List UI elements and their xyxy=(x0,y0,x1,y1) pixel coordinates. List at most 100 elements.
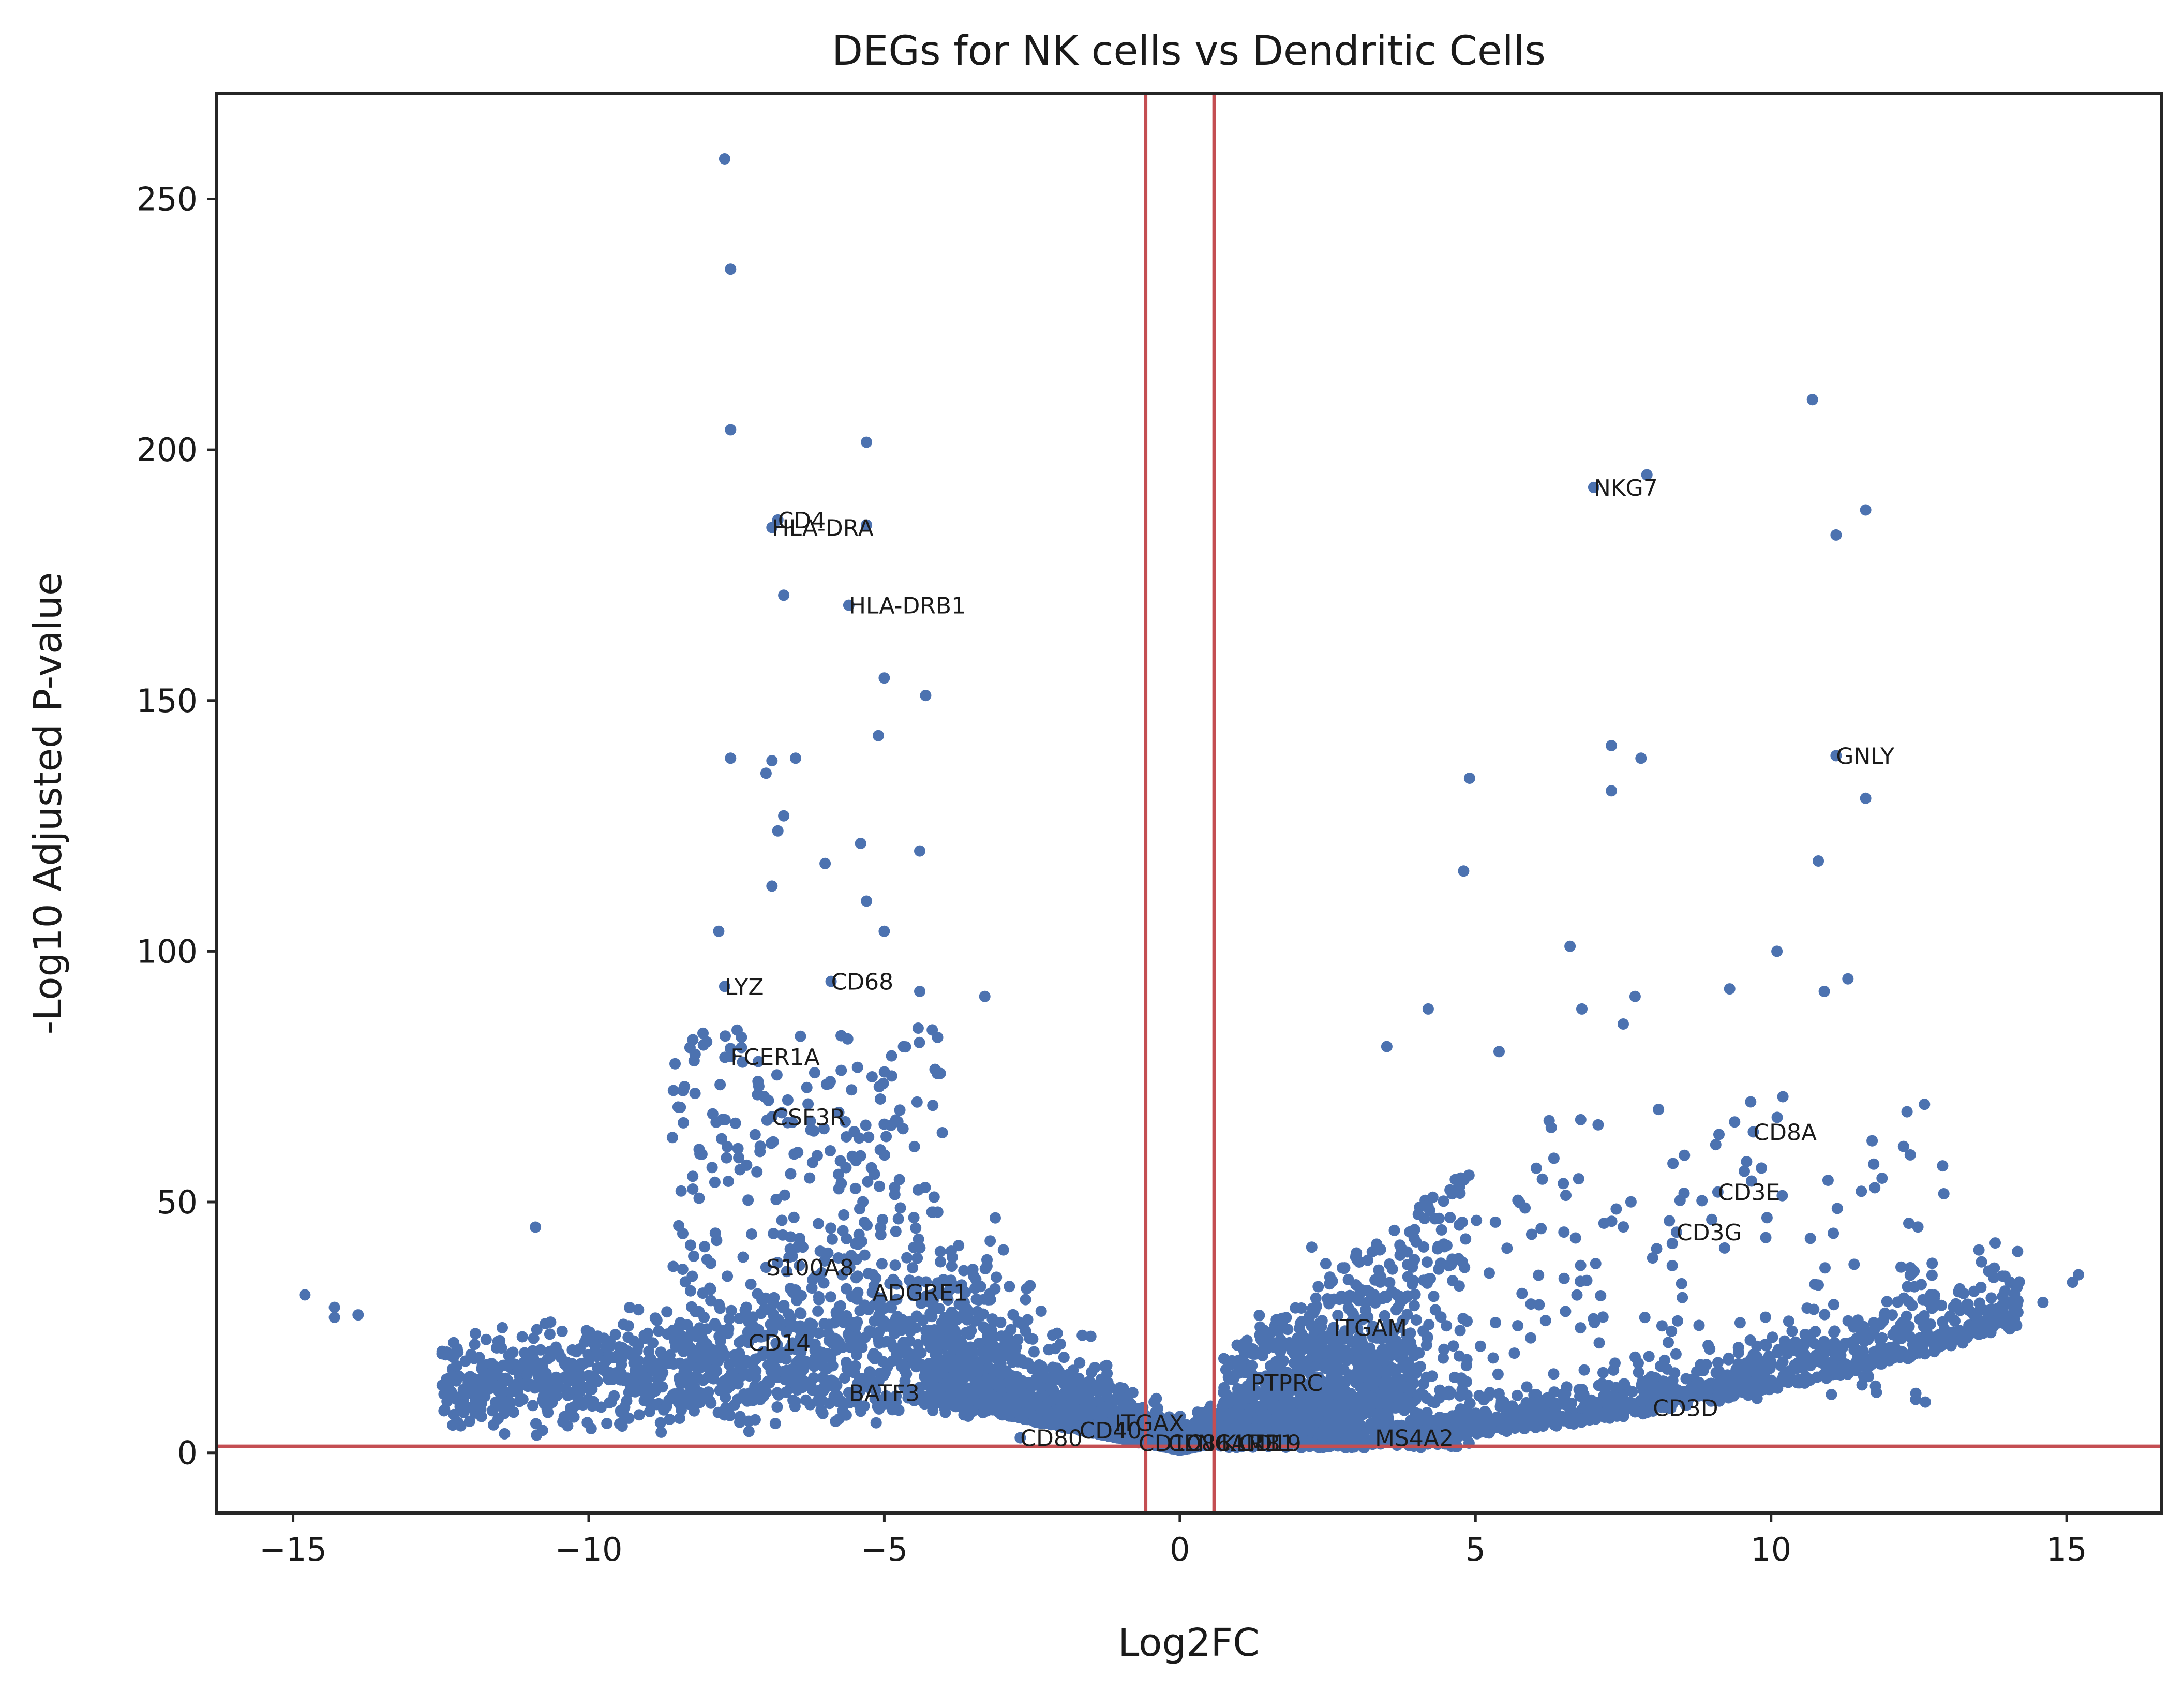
data-point xyxy=(806,1318,818,1330)
data-point xyxy=(1569,1412,1581,1423)
data-point xyxy=(544,1328,556,1340)
data-point xyxy=(846,1084,858,1096)
data-point xyxy=(615,1368,627,1380)
data-point xyxy=(734,1416,745,1428)
data-point xyxy=(528,1332,540,1344)
data-point xyxy=(491,1342,503,1354)
data-point xyxy=(926,1206,938,1218)
data-point xyxy=(772,1314,784,1326)
data-point xyxy=(1022,1377,1034,1389)
data-point xyxy=(608,1390,620,1402)
data-point xyxy=(1945,1330,1957,1342)
data-point xyxy=(732,1393,743,1405)
data-point xyxy=(897,1123,909,1135)
data-point xyxy=(812,1396,824,1407)
data-point xyxy=(1629,1406,1641,1418)
data-point xyxy=(1786,1325,1798,1337)
data-point xyxy=(886,1050,897,1062)
data-point xyxy=(480,1333,492,1345)
data-point xyxy=(1320,1258,1332,1270)
data-point xyxy=(1921,1328,1933,1340)
data-point xyxy=(469,1395,481,1406)
data-point xyxy=(983,1347,995,1359)
data-point xyxy=(890,1114,902,1126)
data-point xyxy=(959,1309,971,1321)
data-point xyxy=(828,1376,840,1388)
data-point xyxy=(912,1339,924,1351)
data-point xyxy=(698,1311,710,1323)
data-point xyxy=(666,1132,678,1144)
data-point xyxy=(934,1361,945,1373)
data-point xyxy=(729,1117,741,1129)
data-point xyxy=(879,1149,890,1161)
data-point xyxy=(838,1209,850,1221)
data-point xyxy=(586,1383,598,1395)
data-point xyxy=(853,1334,865,1346)
data-point xyxy=(459,1355,471,1367)
data-point xyxy=(849,1182,861,1194)
data-point xyxy=(448,1408,460,1420)
data-point xyxy=(1848,1337,1860,1349)
data-point xyxy=(1998,1314,2010,1326)
data-point xyxy=(983,1362,995,1374)
data-point xyxy=(470,1328,481,1340)
data-point xyxy=(880,1131,892,1143)
data-point xyxy=(469,1339,481,1351)
data-point xyxy=(705,1257,716,1269)
data-point xyxy=(674,1391,686,1403)
data-point xyxy=(825,1076,836,1088)
data-point xyxy=(1783,1315,1794,1327)
data-point xyxy=(801,1081,813,1093)
data-point xyxy=(831,1396,843,1407)
data-point xyxy=(924,1369,936,1381)
data-point xyxy=(997,1244,1009,1256)
data-point xyxy=(1085,1330,1097,1342)
data-point xyxy=(912,1022,924,1034)
data-point xyxy=(912,1184,924,1196)
data-point xyxy=(498,1396,510,1407)
data-point xyxy=(1148,1396,1160,1408)
data-point xyxy=(672,1101,684,1113)
data-point xyxy=(873,1081,885,1093)
data-point xyxy=(1408,1300,1420,1312)
data-point xyxy=(935,1256,947,1268)
data-point xyxy=(1067,1364,1079,1376)
data-point xyxy=(714,1384,726,1396)
data-point xyxy=(1101,1368,1113,1380)
data-point xyxy=(1017,1396,1029,1408)
data-point xyxy=(833,1301,845,1312)
data-point xyxy=(687,1170,699,1182)
data-point xyxy=(721,1152,732,1164)
data-point xyxy=(1192,1406,1203,1418)
data-point xyxy=(562,1389,574,1401)
data-point xyxy=(841,1283,852,1295)
data-point xyxy=(1561,1399,1572,1411)
data-point xyxy=(1113,1384,1125,1396)
data-point xyxy=(811,1150,823,1162)
data-point xyxy=(879,1367,891,1378)
data-point xyxy=(767,1136,779,1148)
data-point xyxy=(1786,1373,1797,1385)
data-point xyxy=(975,1281,986,1293)
data-point xyxy=(609,1329,621,1341)
data-point xyxy=(1984,1325,1996,1337)
data-point xyxy=(768,1292,780,1303)
data-point xyxy=(795,1030,806,1042)
data-point xyxy=(840,1409,852,1421)
data-point xyxy=(723,1176,734,1187)
data-point xyxy=(577,1399,589,1411)
data-point xyxy=(1057,1402,1069,1414)
data-point xyxy=(1028,1346,1040,1358)
data-point xyxy=(550,1341,562,1353)
data-point xyxy=(874,1093,886,1105)
data-point xyxy=(675,1185,687,1197)
data-point xyxy=(484,1375,496,1387)
data-point xyxy=(945,1245,957,1257)
data-point xyxy=(687,1034,699,1046)
data-point xyxy=(874,1180,886,1192)
data-point xyxy=(610,1351,622,1362)
data-point xyxy=(497,1322,508,1333)
data-point xyxy=(1797,1361,1809,1373)
data-point xyxy=(890,1348,902,1360)
data-point xyxy=(889,1181,901,1193)
